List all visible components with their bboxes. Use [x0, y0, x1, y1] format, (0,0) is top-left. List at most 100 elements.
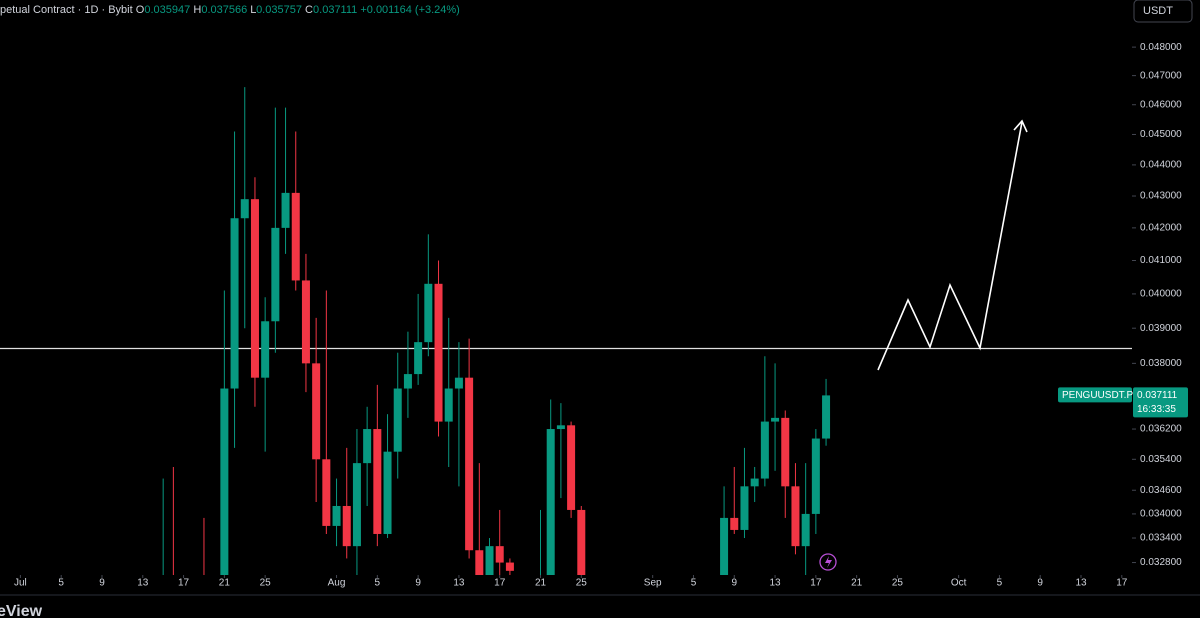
candle-body [771, 417, 780, 422]
candle-body [750, 478, 759, 487]
candle-body [383, 451, 392, 534]
candle-body [434, 283, 443, 422]
x-tick-label: 5 [997, 578, 1003, 589]
candle-body [546, 429, 555, 575]
y-tick-label: 0.034600 [1140, 485, 1182, 496]
ohlc-label: O [136, 4, 145, 16]
x-tick-label: 9 [731, 578, 737, 589]
y-tick-label: 0.043000 [1140, 191, 1182, 202]
candle-body [261, 321, 270, 378]
candle-body [230, 218, 239, 389]
candle-body [414, 342, 423, 375]
candle-body [475, 550, 484, 575]
x-tick-label: 25 [892, 578, 904, 589]
candle-body [424, 283, 433, 343]
x-tick-label: 9 [1037, 578, 1043, 589]
x-tick-label: Jul [14, 578, 27, 589]
y-tick-label: 0.047000 [1140, 70, 1182, 81]
candle-body [312, 363, 321, 460]
x-tick-label: 17 [810, 578, 822, 589]
candle-body [240, 199, 249, 219]
currency-button[interactable] [1133, 0, 1193, 23]
currency-label: USDT [1143, 5, 1173, 17]
ohlc-value: 0.037566 [201, 4, 247, 16]
candle-body [760, 421, 769, 479]
ohlc-value: 0.037111 [313, 4, 357, 16]
x-tick-label: 25 [576, 578, 588, 589]
candle-body [352, 463, 361, 547]
candle-body [505, 562, 514, 571]
y-tick-label: 0.046000 [1140, 99, 1182, 110]
candle-body [220, 388, 229, 575]
candle-body [322, 459, 331, 526]
x-tick-label: 17 [1116, 578, 1128, 589]
candle-body [720, 517, 729, 575]
candle-body [791, 486, 800, 547]
y-tick-label: 0.038000 [1140, 358, 1182, 369]
candle-body [465, 377, 474, 551]
candle-body [730, 517, 739, 530]
y-tick-label: 0.032800 [1140, 557, 1182, 568]
y-tick-label: 0.040000 [1140, 289, 1182, 300]
candle-body [332, 505, 341, 526]
candle-body [811, 438, 820, 514]
y-tick-label: 0.044000 [1140, 160, 1182, 171]
x-tick-label: 5 [375, 578, 381, 589]
projection-arrowhead [1013, 119, 1028, 133]
y-tick-label: 0.045000 [1140, 129, 1182, 140]
candle-body [291, 192, 300, 281]
candle-body [801, 513, 810, 547]
price-label: 0.037111 [1137, 390, 1178, 401]
candle-body [781, 417, 790, 487]
ohlc-label: C [305, 4, 313, 16]
candle-body [577, 509, 586, 575]
candle-body [271, 227, 280, 322]
plot-area [0, 87, 1132, 575]
x-tick-label: 9 [99, 578, 105, 589]
x-tick-label: 21 [535, 578, 547, 589]
candle-body [373, 429, 382, 534]
y-tick-label: 0.048000 [1140, 42, 1182, 53]
ohlc-label: L [250, 4, 256, 16]
y-tick-label: 0.035400 [1140, 454, 1182, 465]
y-tick-label: 0.034000 [1140, 509, 1182, 520]
candle-body [567, 425, 576, 510]
x-tick-label: 5 [691, 578, 697, 589]
candle-body [363, 429, 372, 464]
y-tick-label: 0.039000 [1140, 323, 1182, 334]
y-tick-label: 0.041000 [1140, 255, 1182, 266]
x-tick-label: 5 [58, 578, 64, 589]
candle-body [403, 374, 412, 389]
candle-body [444, 388, 453, 422]
price-tag [1133, 387, 1188, 418]
x-tick-label: 13 [1075, 578, 1087, 589]
x-tick-label: 17 [494, 578, 506, 589]
change-value: +0.001164 [360, 4, 412, 16]
x-tick-label: 25 [260, 578, 272, 589]
candle-body [454, 377, 463, 389]
x-tick-label: 13 [770, 578, 782, 589]
ohlc-label: H [193, 4, 201, 16]
candle-body [495, 546, 504, 563]
x-tick-label: 21 [851, 578, 863, 589]
ohlc-value: 0.035947 [144, 4, 190, 16]
x-tick-label: 17 [178, 578, 190, 589]
countdown-label: 16:33:35 [1137, 404, 1176, 415]
header-title: petual Contract · 1D · Bybit [0, 4, 133, 16]
candle-body [281, 192, 290, 228]
candle-body [393, 388, 402, 452]
header-legend: petual Contract · 1D · Bybit O 0.035947 … [0, 4, 460, 16]
symbol-tag [1058, 387, 1132, 403]
candle-body [301, 280, 310, 364]
change-pct: (+3.24%) [415, 4, 460, 16]
candle-body [556, 425, 565, 430]
x-tick-label: 13 [137, 578, 149, 589]
projection-drawing [877, 121, 1023, 371]
candle-body [485, 546, 494, 575]
watermark: eView [0, 603, 43, 618]
event-icon[interactable] [819, 553, 837, 571]
ohlc-value: 0.035757 [256, 4, 302, 16]
x-tick-label: Sep [644, 578, 662, 589]
